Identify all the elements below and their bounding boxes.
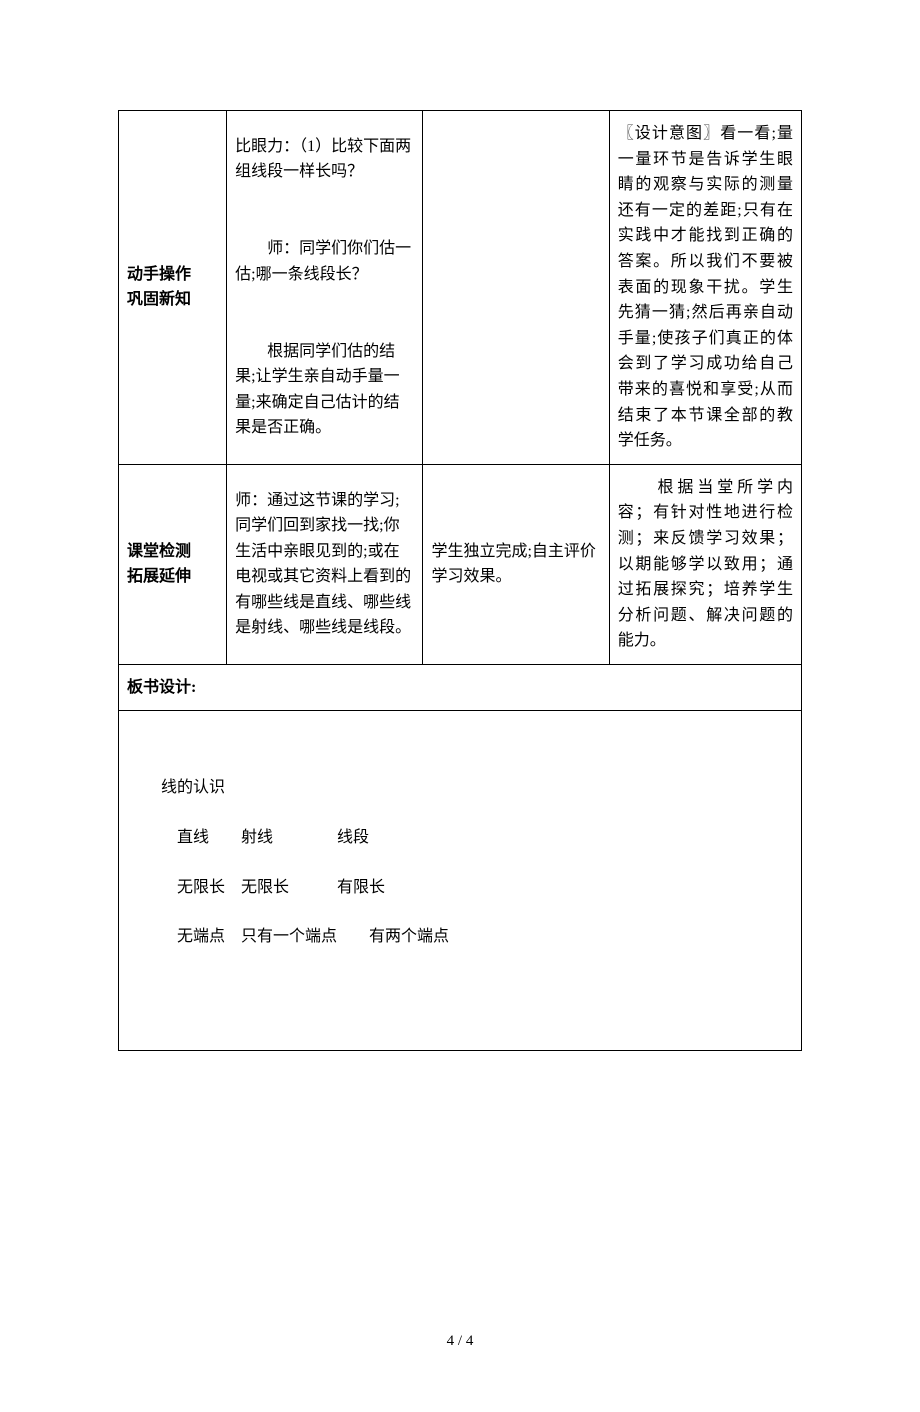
board-row: 无端点 只有一个端点 有两个端点 xyxy=(177,924,781,950)
board-design-header: 板书设计: xyxy=(119,664,802,711)
table-row-board-content: 线的认识 直线 射线 线段 无限长 无限长 有限长 无端点 只有一个端点 有两个… xyxy=(119,711,802,1050)
cell-phase-label: 课堂检测拓展延伸 xyxy=(119,464,227,664)
table-row: 动手操作巩固新知 比眼力：（1）比较下面两组线段一样长吗？ 师：同学们你们估一估… xyxy=(119,111,802,465)
cell-design-intent: 〖设计意图〗看一看;量一量环节是告诉学生眼睛的观察与实际的测量还有一定的差距;只… xyxy=(609,111,801,465)
cell-student-activity: 学生独立完成;自主评价学习效果。 xyxy=(423,464,609,664)
cell-phase-label: 动手操作巩固新知 xyxy=(119,111,227,465)
board-row: 无限长 无限长 有限长 xyxy=(177,875,781,901)
board-row: 直线 射线 线段 xyxy=(177,825,781,851)
cell-teacher-activity: 比眼力：（1）比较下面两组线段一样长吗？ 师：同学们你们估一估;哪一条线段长？ … xyxy=(227,111,423,465)
board-design-content: 线的认识 直线 射线 线段 无限长 无限长 有限长 无端点 只有一个端点 有两个… xyxy=(119,711,802,1050)
lesson-plan-table: 动手操作巩固新知 比眼力：（1）比较下面两组线段一样长吗？ 师：同学们你们估一估… xyxy=(118,110,802,1051)
document-page: 动手操作巩固新知 比眼力：（1）比较下面两组线段一样长吗？ 师：同学们你们估一估… xyxy=(0,110,920,1412)
cell-student-activity xyxy=(423,111,609,465)
table-row: 课堂检测拓展延伸 师：通过这节课的学习;同学们回到家找一找;你生活中亲眼见到的;… xyxy=(119,464,802,664)
board-title: 线的认识 xyxy=(161,775,781,801)
page-number: 4 / 4 xyxy=(0,1333,920,1350)
table-row-section-header: 板书设计: xyxy=(119,664,802,711)
cell-teacher-activity: 师：通过这节课的学习;同学们回到家找一找;你生活中亲眼见到的;或在电视或其它资料… xyxy=(227,464,423,664)
cell-design-intent: 根据当堂所学内容；有针对性地进行检测；来反馈学习效果；以期能够学以致用；通过拓展… xyxy=(609,464,801,664)
